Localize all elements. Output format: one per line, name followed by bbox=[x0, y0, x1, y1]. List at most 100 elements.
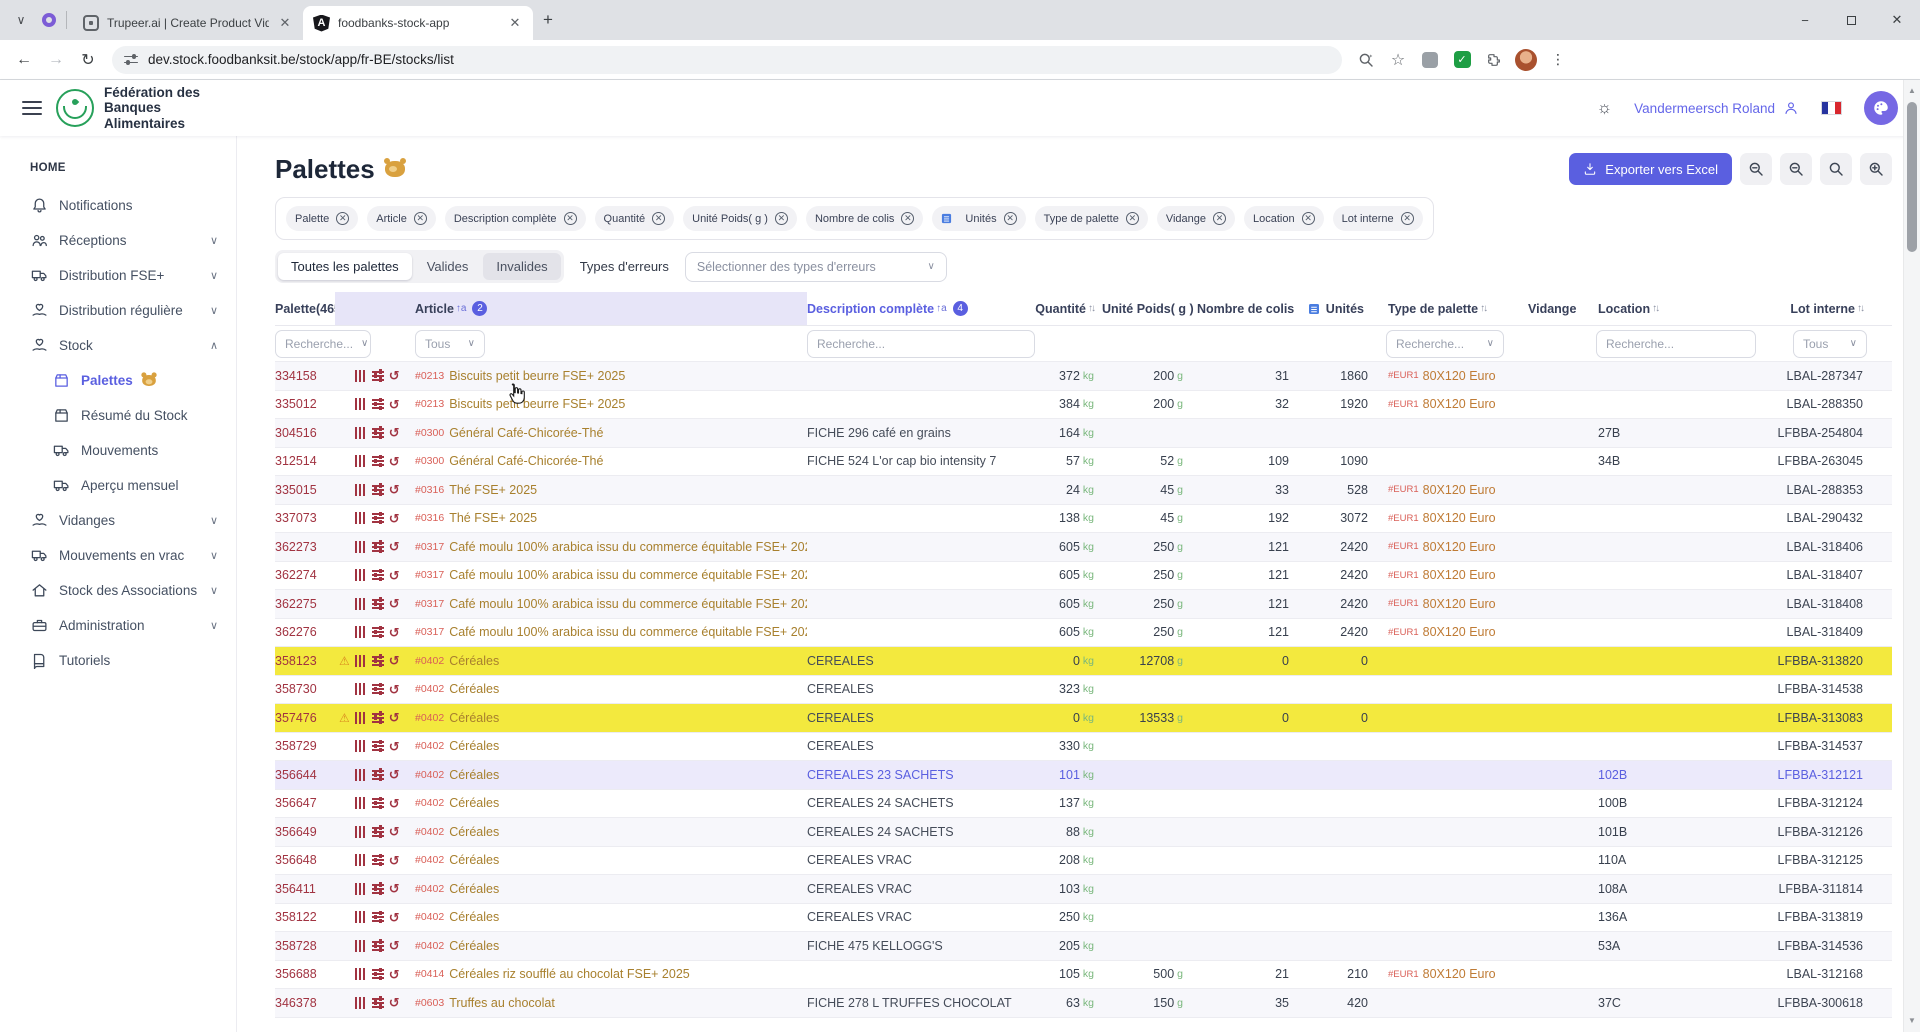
bookmark-star-icon[interactable]: ☆ bbox=[1384, 46, 1412, 74]
theme-toggle-icon[interactable]: ☼ bbox=[1597, 98, 1613, 118]
browser-menu-icon[interactable]: ⋮ bbox=[1544, 46, 1572, 74]
barcode-icon[interactable] bbox=[355, 712, 367, 724]
sort-asc-icon[interactable]: ↑a bbox=[936, 303, 947, 314]
palette-number-link[interactable]: 356649 bbox=[275, 825, 317, 839]
zoom-out-icon[interactable] bbox=[1740, 153, 1772, 185]
history-icon[interactable]: ↺ bbox=[389, 768, 400, 781]
history-icon[interactable]: ↺ bbox=[389, 455, 400, 468]
history-icon[interactable]: ↺ bbox=[389, 939, 400, 952]
table-row[interactable]: 356647 ⚠ ↺ #0402Céréales CEREALES 24 SAC… bbox=[275, 790, 1892, 819]
sort-icon[interactable]: ↑↓ bbox=[1652, 303, 1658, 314]
adjust-icon[interactable] bbox=[372, 683, 384, 695]
user-menu[interactable]: Vandermeersch Roland bbox=[1634, 100, 1799, 116]
zoom-in-icon[interactable] bbox=[1860, 153, 1892, 185]
history-icon[interactable]: ↺ bbox=[389, 911, 400, 924]
palette-number-link[interactable]: 362273 bbox=[275, 540, 317, 554]
palette-number-link[interactable]: 304516 bbox=[275, 426, 317, 440]
palette-number-link[interactable]: 358122 bbox=[275, 910, 317, 924]
hamburger-menu-icon[interactable] bbox=[22, 101, 42, 115]
browser-tab-foodbanks[interactable]: A foodbanks-stock-app ✕ bbox=[303, 6, 533, 40]
barcode-icon[interactable] bbox=[355, 598, 367, 610]
column-chip[interactable]: Unités ✕ bbox=[932, 206, 1025, 231]
adjust-icon[interactable] bbox=[372, 883, 384, 895]
column-chip[interactable]: Unité Poids( g ) ✕ bbox=[683, 206, 797, 231]
remove-chip-icon[interactable]: ✕ bbox=[901, 212, 914, 225]
palette-number-link[interactable]: 334158 bbox=[275, 369, 317, 383]
barcode-icon[interactable] bbox=[355, 398, 367, 410]
extension-check-icon[interactable]: ✓ bbox=[1448, 46, 1476, 74]
adjust-icon[interactable] bbox=[372, 398, 384, 410]
table-row[interactable]: 357476 ⚠ ↺ #0402Céréales CEREALES 0kg 13… bbox=[275, 704, 1892, 733]
sidebar-item-distribution-fse-[interactable]: Distribution FSE+ ∨ bbox=[0, 258, 236, 293]
sidebar-item-mouvements[interactable]: Mouvements bbox=[0, 433, 236, 468]
sidebar-item-r-sum-du-stock[interactable]: Résumé du Stock bbox=[0, 398, 236, 433]
history-icon[interactable]: ↺ bbox=[389, 683, 400, 696]
table-row[interactable]: 356649 ⚠ ↺ #0402Céréales CEREALES 24 SAC… bbox=[275, 818, 1892, 847]
close-tab-icon[interactable]: ✕ bbox=[507, 15, 523, 31]
palette-number-link[interactable]: 312514 bbox=[275, 454, 317, 468]
remove-chip-icon[interactable]: ✕ bbox=[1004, 212, 1017, 225]
table-row[interactable]: 304516 ⚠ ↺ #0300Général Café-Chicorée-Th… bbox=[275, 419, 1892, 448]
browser-tab-trupeer[interactable]: Trupeer.ai | Create Product Vide ✕ bbox=[73, 6, 303, 40]
zoom-out-icon[interactable] bbox=[1780, 153, 1812, 185]
adjust-icon[interactable] bbox=[372, 911, 384, 923]
sort-asc-icon[interactable]: ↑a bbox=[456, 303, 467, 314]
history-icon[interactable]: ↺ bbox=[389, 626, 400, 639]
filter-tab[interactable]: Invalides bbox=[483, 253, 560, 280]
lens-search-icon[interactable] bbox=[1352, 46, 1380, 74]
table-row[interactable]: 356411 ⚠ ↺ #0402Céréales CEREALES VRAC 1… bbox=[275, 875, 1892, 904]
barcode-icon[interactable] bbox=[355, 512, 367, 524]
table-row[interactable]: 356688 ⚠ ↺ #0414Céréales riz soufflé au … bbox=[275, 961, 1892, 990]
sidebar-item-administration[interactable]: Administration ∨ bbox=[0, 608, 236, 643]
scrollbar-thumb[interactable] bbox=[1907, 102, 1917, 252]
column-header-quantity[interactable]: Quantité↑↓ bbox=[1047, 292, 1102, 325]
table-row[interactable]: 358123 ⚠ ↺ #0402Céréales CEREALES 0kg 12… bbox=[275, 647, 1892, 676]
barcode-icon[interactable] bbox=[355, 626, 367, 638]
table-row[interactable]: 362274 ⚠ ↺ #0317Café moulu 100% arabica … bbox=[275, 562, 1892, 591]
palette-number-link[interactable]: 356411 bbox=[275, 882, 316, 896]
palette-number-link[interactable]: 346378 bbox=[275, 996, 317, 1010]
barcode-icon[interactable] bbox=[355, 484, 367, 496]
sort-icon[interactable]: ↑↓ bbox=[1857, 303, 1863, 314]
table-row[interactable]: 312514 ⚠ ↺ #0300Général Café-Chicorée-Th… bbox=[275, 448, 1892, 477]
barcode-icon[interactable] bbox=[355, 883, 367, 895]
remove-chip-icon[interactable]: ✕ bbox=[775, 212, 788, 225]
table-row[interactable]: 356644 ⚠ ↺ #0402Céréales CEREALES 23 SAC… bbox=[275, 761, 1892, 790]
history-icon[interactable]: ↺ bbox=[389, 797, 400, 810]
column-header-pallet-type[interactable]: Type de palette↑↓ bbox=[1372, 292, 1512, 325]
column-header-units[interactable]: Unités bbox=[1297, 292, 1372, 325]
page-scrollbar[interactable]: ▲ ▼ bbox=[1903, 80, 1920, 1032]
sidebar-item-mouvements-en-vrac[interactable]: Mouvements en vrac ∨ bbox=[0, 538, 236, 573]
adjust-icon[interactable] bbox=[372, 370, 384, 382]
column-chip[interactable]: Palette ✕ bbox=[286, 206, 358, 231]
barcode-icon[interactable] bbox=[355, 655, 367, 667]
location-filter-input[interactable] bbox=[1596, 330, 1756, 358]
column-header-lot[interactable]: Lot interne↑↓ bbox=[1767, 292, 1875, 325]
column-header-location[interactable]: Location↑↓ bbox=[1582, 292, 1767, 325]
column-header-vidange[interactable]: Vidange bbox=[1512, 292, 1582, 325]
column-chip[interactable]: Type de palette ✕ bbox=[1035, 206, 1148, 231]
column-chip[interactable]: Article ✕ bbox=[367, 206, 436, 231]
remove-chip-icon[interactable]: ✕ bbox=[1213, 212, 1226, 225]
column-chip[interactable]: Nombre de colis ✕ bbox=[806, 206, 923, 231]
barcode-icon[interactable] bbox=[355, 455, 367, 467]
history-icon[interactable]: ↺ bbox=[389, 369, 400, 382]
palette-number-link[interactable]: 358730 bbox=[275, 682, 317, 696]
history-icon[interactable]: ↺ bbox=[389, 740, 400, 753]
adjust-icon[interactable] bbox=[372, 541, 384, 553]
sidebar-item-notifications[interactable]: Notifications bbox=[0, 188, 236, 223]
table-row[interactable]: 358122 ⚠ ↺ #0402Céréales CEREALES VRAC 2… bbox=[275, 904, 1892, 933]
barcode-icon[interactable] bbox=[355, 683, 367, 695]
article-filter-select[interactable]: Tous∨ bbox=[415, 330, 485, 358]
scroll-up-arrow[interactable]: ▲ bbox=[1904, 82, 1920, 98]
window-maximize-button[interactable] bbox=[1828, 0, 1874, 40]
column-header-palette[interactable]: Palette(465)↑↓ bbox=[275, 292, 335, 325]
barcode-icon[interactable] bbox=[355, 740, 367, 752]
adjust-icon[interactable] bbox=[372, 512, 384, 524]
theme-palette-button[interactable] bbox=[1864, 91, 1898, 125]
table-row[interactable]: 358729 ⚠ ↺ #0402Céréales CEREALES 330kg … bbox=[275, 733, 1892, 762]
adjust-icon[interactable] bbox=[372, 484, 384, 496]
adjust-icon[interactable] bbox=[372, 997, 384, 1009]
adjust-icon[interactable] bbox=[372, 427, 384, 439]
palette-number-link[interactable]: 356644 bbox=[275, 768, 317, 782]
